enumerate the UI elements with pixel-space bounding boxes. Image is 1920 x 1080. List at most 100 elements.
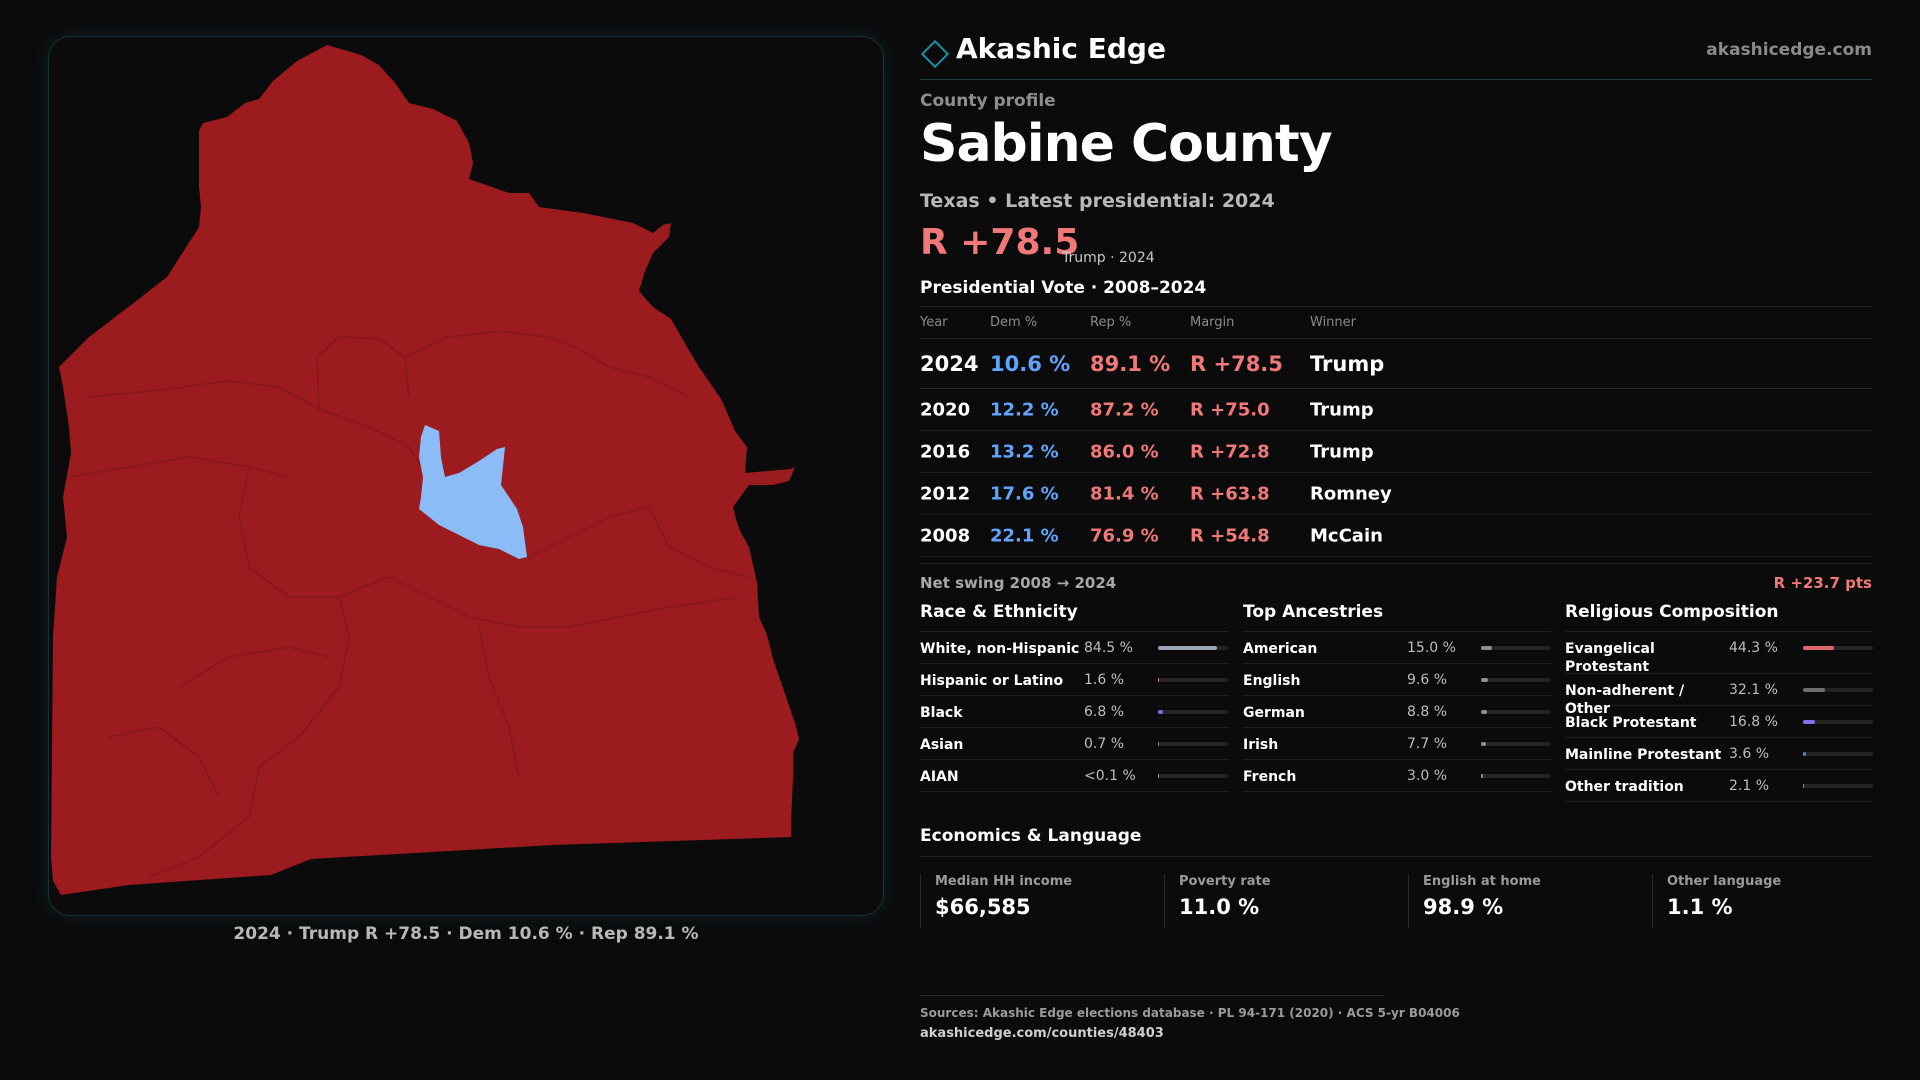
net-swing-value: R +23.7 pts [1773, 574, 1872, 592]
religion-title: Religious Composition [1565, 602, 1873, 632]
headline-margin-note: Trump · 2024 [1062, 250, 1155, 266]
stat-bar-fill [1481, 678, 1488, 682]
cell-margin: R +78.5 [1190, 351, 1283, 376]
stat-value: 16.8 % [1729, 714, 1778, 730]
stat-bar-fill [1158, 646, 1218, 650]
stat-bar-fill [1158, 710, 1163, 714]
stat-label: Irish [1243, 737, 1279, 753]
stat-bar-fill [1481, 774, 1484, 778]
stat-bar-fill [1803, 752, 1806, 756]
ancestry-panel: Top Ancestries American 15.0 % English 9… [1243, 602, 1551, 792]
list-item: German 8.8 % [1243, 696, 1551, 728]
stat-value: 9.6 % [1407, 672, 1448, 688]
stat-label: Black [920, 705, 963, 721]
econ-stat-other-language: Other language 1.1 % [1652, 874, 1882, 928]
stat-bar [1481, 742, 1551, 746]
divider [920, 856, 1872, 857]
brand-header: Akashic Edge akashicedge.com [920, 30, 1872, 80]
race-panel: Race & Ethnicity White, non-Hispanic 84.… [920, 602, 1228, 792]
stat-label: Other tradition [1565, 779, 1684, 795]
stat-value: 3.0 % [1407, 768, 1448, 784]
cell-dem: 13.2 % [990, 441, 1059, 462]
stat-bar-fill [1158, 742, 1160, 746]
precinct-democratic[interactable] [419, 425, 527, 559]
table-row: 2024 10.6 % 89.1 % R +78.5 Trump [920, 339, 1872, 389]
vote-table-header: Year Dem % Rep % Margin Winner [920, 307, 1872, 339]
cell-year: 2024 [920, 351, 979, 376]
col-header-year: Year [920, 315, 948, 330]
stat-bar [1481, 774, 1551, 778]
stat-bar [1803, 646, 1873, 650]
headline-margin: R +78.5 [920, 222, 1080, 263]
stat-value: 15.0 % [1407, 640, 1456, 656]
stat-bar-fill [1481, 742, 1487, 746]
list-item: Other tradition 2.1 % [1565, 770, 1873, 802]
cell-dem: 12.2 % [990, 399, 1059, 420]
col-header-dem: Dem % [990, 315, 1038, 330]
econ-label: English at home [1423, 874, 1541, 889]
precinct-boundaries [68, 330, 750, 878]
econ-stat-median-income: Median HH income $66,585 [920, 874, 1150, 928]
net-swing: Net swing 2008 → 2024 R +23.7 pts [920, 563, 1872, 592]
county-map[interactable] [49, 37, 885, 917]
map-panel [48, 36, 884, 916]
stat-bar [1158, 710, 1228, 714]
stat-label: White, non-Hispanic [920, 641, 1080, 657]
brand-name: Akashic Edge [956, 32, 1166, 65]
stat-label: Non-adherent / Other [1565, 683, 1685, 717]
econ-label: Poverty rate [1179, 874, 1271, 889]
list-item: White, non-Hispanic 84.5 % [920, 632, 1228, 664]
page-kicker: County profile [920, 91, 1056, 111]
stat-bar-fill [1803, 784, 1805, 788]
list-item: French 3.0 % [1243, 760, 1551, 792]
page-title: Sabine County [920, 114, 1333, 174]
stat-value: <0.1 % [1084, 768, 1136, 784]
cell-margin: R +63.8 [1190, 483, 1270, 504]
footer-url-link[interactable]: akashicedge.com/counties/48403 [920, 1026, 1164, 1041]
stat-label: AIAN [920, 769, 959, 785]
stat-value: 1.6 % [1084, 672, 1125, 688]
cell-rep: 87.2 % [1090, 399, 1159, 420]
stat-label: Asian [920, 737, 964, 753]
stat-value: 44.3 % [1729, 640, 1778, 656]
cell-winner: McCain [1310, 525, 1383, 546]
race-title: Race & Ethnicity [920, 602, 1228, 632]
table-row: 2008 22.1 % 76.9 % R +54.8 McCain [920, 515, 1872, 557]
stat-bar [1158, 742, 1228, 746]
stat-bar-fill [1803, 688, 1826, 692]
list-item: AIAN <0.1 % [920, 760, 1228, 792]
stat-value: 0.7 % [1084, 736, 1125, 752]
cell-dem: 17.6 % [990, 483, 1059, 504]
table-row: 2012 17.6 % 81.4 % R +63.8 Romney [920, 473, 1872, 515]
cell-winner: Trump [1310, 399, 1374, 420]
list-item: Non-adherent / Other 32.1 % [1565, 674, 1873, 717]
stat-label: American [1243, 641, 1318, 657]
footer-sources: Sources: Akashic Edge elections database… [920, 1006, 1460, 1020]
stat-label: French [1243, 769, 1297, 785]
cell-rep: 76.9 % [1090, 525, 1159, 546]
econ-stat-english-at-home: English at home 98.9 % [1408, 874, 1638, 928]
ancestry-title: Top Ancestries [1243, 602, 1551, 632]
stat-value: 8.8 % [1407, 704, 1448, 720]
stat-bar [1481, 646, 1551, 650]
profile-panel: Akashic Edge akashicedge.com County prof… [920, 0, 1873, 1080]
econ-value: 98.9 % [1423, 895, 1504, 919]
brand-url-link[interactable]: akashicedge.com [1706, 40, 1872, 60]
vote-table: Year Dem % Rep % Margin Winner 2024 10.6… [920, 306, 1872, 557]
list-item: Black Protestant 16.8 % [1565, 706, 1873, 738]
stat-bar [1481, 710, 1551, 714]
cell-year: 2016 [920, 441, 971, 462]
col-header-margin: Margin [1190, 315, 1235, 330]
stat-label: Evangelical Protestant [1565, 641, 1655, 675]
stat-label: English [1243, 673, 1301, 689]
list-item: English 9.6 % [1243, 664, 1551, 696]
stat-bar-fill [1481, 646, 1492, 650]
page-subtitle: Texas • Latest presidential: 2024 [920, 190, 1275, 212]
stat-bar-fill [1481, 710, 1488, 714]
cell-rep: 81.4 % [1090, 483, 1159, 504]
stat-bar [1803, 784, 1873, 788]
stat-bar [1481, 678, 1551, 682]
cell-margin: R +75.0 [1190, 399, 1270, 420]
table-row: 2020 12.2 % 87.2 % R +75.0 Trump [920, 389, 1872, 431]
econ-title: Economics & Language [920, 826, 1142, 846]
